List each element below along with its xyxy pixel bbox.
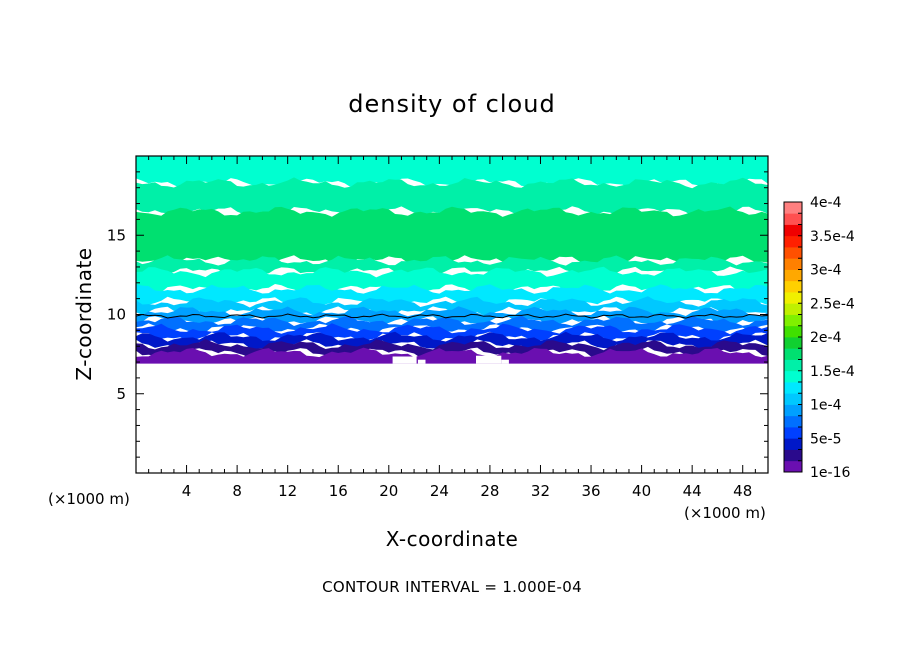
colorbar-tick-label: 1e-16 — [810, 465, 850, 481]
cloud-base-gap — [417, 359, 426, 364]
colorbar-swatch — [784, 269, 802, 282]
y-tick-label: 5 — [116, 385, 126, 403]
x-tick-label: 20 — [379, 482, 398, 500]
colorbar-swatch — [784, 258, 802, 270]
colorbar-swatch — [784, 213, 802, 225]
colorbar-tick-label: 2e-4 — [810, 330, 842, 346]
x-tick-label: 16 — [329, 482, 348, 500]
colorbar-tick-label: 3e-4 — [810, 263, 842, 279]
colorbar-swatch — [784, 449, 802, 462]
x-tick-label: 28 — [480, 482, 499, 500]
cloud-base-gap — [392, 356, 417, 364]
colorbar-swatch — [784, 348, 802, 360]
colorbar-swatch — [784, 370, 802, 383]
x-unit-left: (×1000 m) — [48, 490, 130, 508]
colorbar-tick-label: 1e-4 — [810, 398, 842, 414]
x-tick-label: 40 — [632, 482, 651, 500]
colorbar-swatch — [784, 460, 802, 473]
colorbar: 1e-16 5e-5 1e-4 1.5e-4 2e-4 2.5e-4 3e-4 3.5e-4 4… — [783, 195, 855, 481]
y-tick-label: 15 — [107, 226, 126, 244]
x-tick-label: 24 — [430, 482, 449, 500]
contour-band — [136, 177, 768, 217]
colorbar-tick-label: 2.5e-4 — [810, 296, 855, 312]
colorbar-swatch — [784, 415, 802, 428]
cloud-base-gap — [476, 355, 502, 364]
chart-title: density of cloud — [348, 90, 555, 118]
colorbar-tick-label: 4e-4 — [810, 195, 842, 211]
x-tick-label: 48 — [733, 482, 752, 500]
colorbar-swatch — [784, 314, 802, 327]
contour-band — [136, 331, 768, 350]
contour-band — [136, 266, 768, 295]
y-axis-label: Z-coordinate — [72, 247, 96, 380]
plot-field — [135, 156, 769, 364]
colorbar-swatch — [784, 438, 802, 450]
colorbar-tick-label: 3.5e-4 — [810, 229, 855, 245]
x-tick-label: 36 — [581, 482, 600, 500]
colorbar-swatch — [784, 202, 802, 214]
x-unit-right: (×1000 m) — [684, 504, 766, 522]
x-tick-label: 44 — [683, 482, 702, 500]
colorbar-tick-label: 5e-5 — [810, 431, 841, 447]
colorbar-swatch — [784, 404, 802, 417]
colorbar-swatch — [784, 235, 802, 248]
x-tick-label: 8 — [232, 482, 242, 500]
colorbar-swatch — [784, 359, 802, 372]
colorbar-swatch — [784, 382, 802, 394]
x-tick-label: 12 — [278, 482, 297, 500]
x-axis-label: X-coordinate — [386, 527, 519, 551]
colorbar-tick-label: 1.5e-4 — [810, 364, 855, 380]
colorbar-swatch — [784, 292, 802, 304]
colorbar-swatch — [784, 325, 802, 338]
colorbar-swatch — [784, 224, 802, 237]
colorbar-swatch — [784, 247, 802, 259]
y-tick-label: 10 — [107, 306, 126, 324]
colorbar-swatch — [784, 280, 802, 293]
contour-band — [136, 206, 768, 266]
x-tick-label: 32 — [531, 482, 550, 500]
contour-band — [136, 347, 768, 364]
contour-line — [135, 313, 769, 319]
cloud-base-gap — [501, 359, 509, 364]
colorbar-swatch — [784, 427, 802, 439]
colorbar-swatch — [784, 337, 802, 349]
contour-interval-footer: CONTOUR INTERVAL = 1.000E-04 — [322, 578, 582, 596]
x-tick-label: 4 — [182, 482, 192, 500]
colorbar-swatch — [784, 393, 802, 405]
colorbar-swatch — [784, 303, 802, 315]
